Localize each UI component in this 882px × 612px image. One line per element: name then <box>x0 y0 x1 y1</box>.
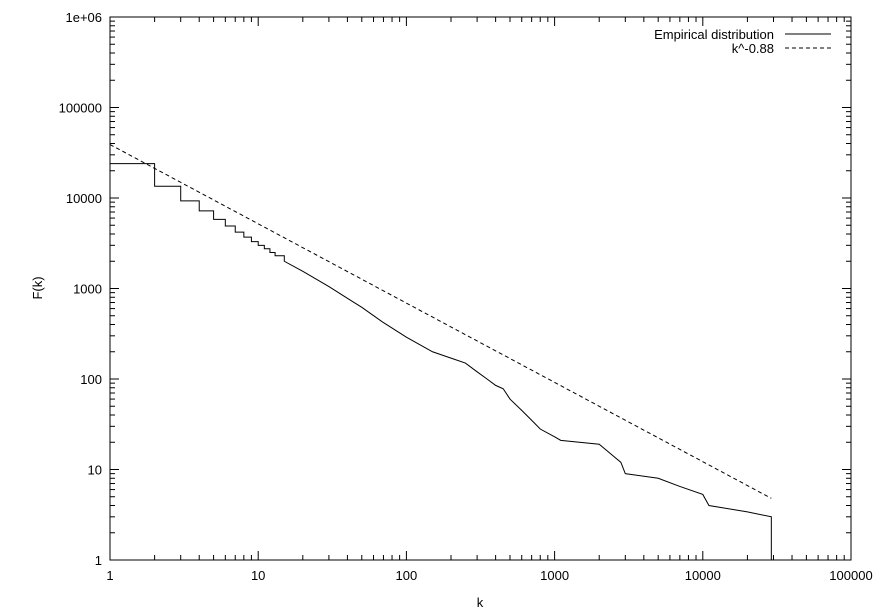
legend: Empirical distribution k^-0.88 <box>654 27 831 56</box>
y-tick-label: 100 <box>80 372 102 387</box>
legend-label-power-law: k^-0.88 <box>732 41 774 56</box>
x-tick-label: 100 <box>396 568 418 583</box>
series-group <box>109 144 772 560</box>
x-tick-label: 1 <box>106 568 113 583</box>
plot-area <box>109 16 852 561</box>
y-tick-label: 10 <box>88 463 102 478</box>
series-line-power-law <box>109 144 772 499</box>
y-tick-label: 1 <box>95 553 102 568</box>
x-tick-label: 10000 <box>685 568 721 583</box>
series-line-empirical <box>110 163 772 560</box>
x-tick-label: 100000 <box>829 568 872 583</box>
x-axis-label: k <box>477 595 484 610</box>
y-tick-label: 1e+06 <box>65 10 102 25</box>
x-tick-label: 1000 <box>540 568 569 583</box>
y-tick-label: 100000 <box>59 101 102 116</box>
legend-label-empirical: Empirical distribution <box>654 27 774 42</box>
y-axis-ticks: 1 10 100 1000 10000 100000 1e+06 <box>59 10 851 568</box>
x-tick-label: 10 <box>251 568 265 583</box>
y-tick-label: 10000 <box>66 191 102 206</box>
y-tick-label: 1000 <box>73 282 102 297</box>
x-axis-ticks: 1 10 100 1000 10000 100000 <box>106 17 873 583</box>
y-axis-label: F(k) <box>30 276 45 299</box>
